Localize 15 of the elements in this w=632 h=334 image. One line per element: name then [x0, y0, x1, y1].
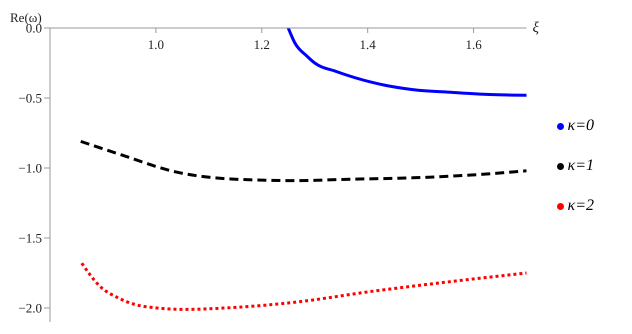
x-tick-label: 1.0 [148, 37, 164, 52]
y-tick-label: −1.5 [18, 230, 42, 246]
y-tick-label: −0.5 [18, 90, 42, 106]
x-tick-label: 1.6 [465, 37, 482, 52]
legend-label: κ=2 [568, 197, 594, 214]
x-tick-label: 1.2 [254, 37, 270, 52]
legend-label: κ=1 [568, 157, 594, 174]
line-series [80, 262, 527, 311]
x-axis-title: ξ [532, 20, 540, 36]
y-tick-label: −2.0 [18, 300, 42, 316]
x-tick-label: 1.4 [360, 37, 376, 52]
line-series [286, 28, 527, 97]
legend-label: κ=0 [568, 117, 594, 134]
y-tick-label: −1.0 [18, 160, 42, 176]
line-series [79, 140, 527, 182]
